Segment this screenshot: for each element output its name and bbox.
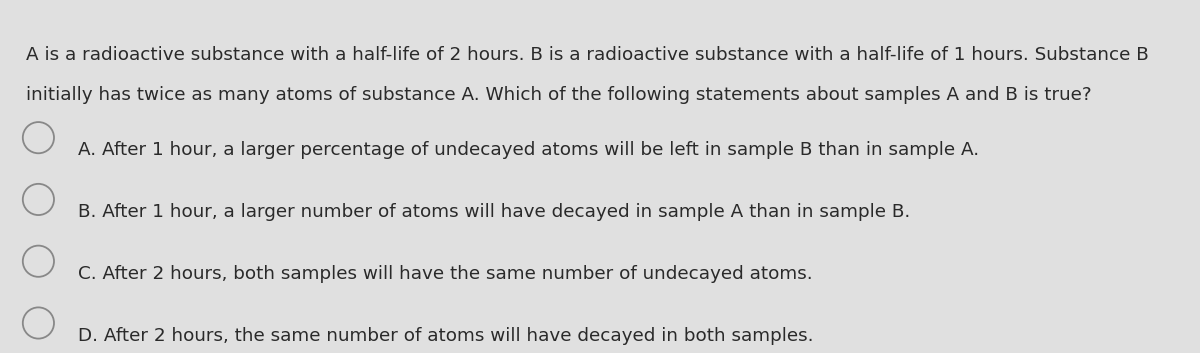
Text: A is a radioactive substance with a half-life of 2 hours. B is a radioactive sub: A is a radioactive substance with a half… xyxy=(26,46,1150,64)
Text: D. After 2 hours, the same number of atoms will have decayed in both samples.: D. After 2 hours, the same number of ato… xyxy=(78,327,814,345)
Text: A. After 1 hour, a larger percentage of undecayed atoms will be left in sample B: A. After 1 hour, a larger percentage of … xyxy=(78,141,979,159)
Text: initially has twice as many atoms of substance A. Which of the following stateme: initially has twice as many atoms of sub… xyxy=(26,86,1092,104)
Text: C. After 2 hours, both samples will have the same number of undecayed atoms.: C. After 2 hours, both samples will have… xyxy=(78,265,812,283)
Text: B. After 1 hour, a larger number of atoms will have decayed in sample A than in : B. After 1 hour, a larger number of atom… xyxy=(78,203,911,221)
